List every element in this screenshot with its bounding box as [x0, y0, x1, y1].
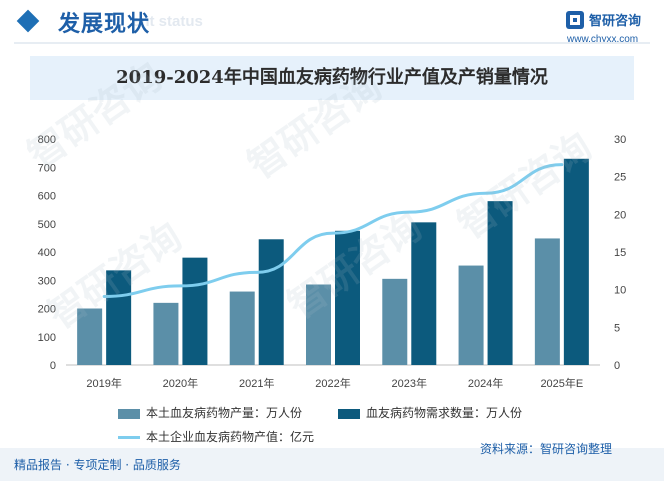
y-left-tick-label: 600: [38, 191, 56, 203]
legend-swatch-production: [118, 408, 140, 419]
y-left-tick-label: 100: [38, 332, 56, 344]
legend-item-demand: 血友病药物需求数量：万人份: [338, 404, 522, 421]
y-right-tick-label: 30: [614, 134, 626, 146]
y-right-tick-label: 25: [614, 172, 626, 184]
y-right-tick-label: 20: [614, 209, 626, 221]
y-right-tick-label: 15: [614, 247, 626, 259]
y-right-tick-label: 5: [614, 322, 620, 334]
x-tick-label: 2025年E: [540, 376, 583, 390]
bar-demand: [258, 239, 284, 365]
bar-demand: [106, 270, 132, 365]
y-left-tick-label: 300: [38, 275, 56, 287]
legend-swatch-output-value: [118, 436, 140, 439]
data-source: 资料来源：智研咨询整理: [480, 442, 613, 456]
chart-title-band: 2019-2024年中国血友病药物行业产值及产销量情况: [30, 56, 634, 100]
bar-demand: [563, 158, 589, 365]
bar-demand: [182, 257, 208, 365]
bar-demand: [335, 230, 360, 365]
x-tick-label: 2020年: [163, 376, 198, 390]
x-tick-label: 2024年: [468, 376, 503, 390]
header-subtitle: ent status: [132, 13, 203, 30]
chart-title: 2019-2024年中国血友病药物行业产值及产销量情况: [116, 67, 548, 88]
y-right-tick-label: 10: [614, 285, 626, 297]
x-tick-label: 2021年: [239, 376, 274, 390]
x-tick-label: 2019年: [86, 376, 121, 390]
legend-label-production: 本土血友病药物产量：万人份: [146, 406, 303, 420]
legend-label-output-value: 本土企业血友病药物产值：亿元: [146, 430, 315, 444]
legend-item-production: 本土血友病药物产量：万人份: [118, 404, 302, 421]
page-footer: 精品报告 · 专项定制 · 品质服务: [0, 448, 664, 481]
y-left-tick-label: 800: [38, 134, 56, 146]
x-tick-label: 2023年: [392, 376, 427, 390]
bar-production: [306, 284, 331, 365]
bar-production: [229, 291, 255, 365]
brand-url: www.chyxx.com: [567, 34, 639, 45]
y-left-tick-label: 0: [50, 360, 56, 372]
header-title: 发展现状: [58, 12, 151, 37]
header-divider: [14, 42, 650, 44]
legend-swatch-demand: [338, 408, 360, 419]
bar-production: [534, 238, 560, 365]
y-left-tick-label: 400: [38, 247, 56, 259]
watermark-text: 智研咨询: [240, 64, 390, 187]
bar-production: [382, 278, 408, 365]
y-left-tick-label: 200: [38, 304, 56, 316]
page-header: ent status 发展现状 智研咨询 www.chyxx.com: [0, 0, 664, 46]
brand-logo-icon: [566, 11, 584, 29]
y-left-tick-label: 500: [38, 219, 56, 231]
bar-production: [77, 308, 103, 365]
footer-slogan: 精品报告 · 专项定制 · 品质服务: [14, 458, 181, 472]
bar-production: [153, 302, 179, 365]
legend-label-demand: 血友病药物需求数量：万人份: [366, 406, 523, 420]
legend-item-output-value: 本土企业血友病药物产值：亿元: [118, 428, 314, 445]
y-left-tick-label: 700: [38, 162, 56, 174]
x-tick-label: 2022年: [315, 376, 350, 390]
bar-production: [458, 265, 484, 365]
bar-demand: [411, 222, 437, 365]
y-right-tick-label: 0: [614, 360, 620, 372]
watermark-text: 智研咨询: [20, 54, 170, 177]
brand-name: 智研咨询: [589, 14, 642, 29]
bar-demand: [487, 201, 513, 365]
